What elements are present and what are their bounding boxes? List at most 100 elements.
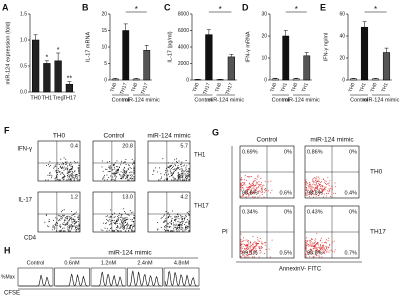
column-header: Control bbox=[104, 133, 126, 140]
event-dot bbox=[172, 222, 174, 224]
event-dot bbox=[110, 167, 112, 169]
event-dot bbox=[188, 178, 190, 180]
event-dot bbox=[182, 165, 184, 167]
event-dot bbox=[248, 183, 250, 185]
event-dot bbox=[66, 216, 68, 218]
event-dot bbox=[75, 226, 77, 228]
event-dot bbox=[317, 185, 319, 187]
event-dot bbox=[308, 253, 310, 255]
event-dots bbox=[156, 210, 190, 232]
quadrant-value: 99.1% bbox=[242, 250, 258, 256]
event-dot bbox=[67, 167, 69, 169]
event-dot bbox=[60, 168, 62, 170]
event-dot bbox=[176, 158, 178, 160]
event-dot bbox=[70, 163, 72, 165]
event-dot bbox=[102, 222, 104, 224]
event-dot bbox=[127, 227, 129, 229]
event-dot bbox=[162, 221, 164, 223]
x-axis-label: CD4 bbox=[24, 236, 37, 242]
event-dot bbox=[249, 246, 251, 248]
event-dot bbox=[167, 223, 169, 225]
event-dot bbox=[119, 173, 121, 175]
event-dot bbox=[252, 244, 254, 246]
y-tick-label: 0 bbox=[264, 77, 267, 83]
event-dot bbox=[59, 219, 61, 221]
event-dot bbox=[78, 223, 80, 225]
event-dot bbox=[329, 189, 331, 191]
event-dot bbox=[325, 195, 327, 197]
event-dot bbox=[53, 226, 55, 228]
event-dot bbox=[240, 190, 242, 192]
event-dot bbox=[249, 247, 251, 249]
event-dot bbox=[181, 223, 183, 225]
event-dot bbox=[305, 183, 307, 185]
event-dot bbox=[54, 224, 56, 226]
event-dot bbox=[172, 169, 174, 171]
event-dot bbox=[321, 185, 323, 187]
event-dot bbox=[316, 247, 318, 249]
event-dot bbox=[253, 188, 255, 190]
event-dot bbox=[167, 166, 169, 168]
event-dot bbox=[174, 165, 176, 167]
bar bbox=[65, 83, 73, 93]
event-dot bbox=[68, 170, 70, 172]
event-dot bbox=[74, 216, 76, 218]
event-dot bbox=[104, 227, 106, 229]
event-dot bbox=[188, 211, 190, 213]
event-dot bbox=[108, 224, 110, 226]
event-dot bbox=[159, 167, 161, 169]
event-dot bbox=[62, 176, 64, 178]
event-dot bbox=[165, 210, 167, 212]
y-tick-label: 0.0 bbox=[20, 89, 27, 95]
event-dot bbox=[54, 164, 56, 166]
y-tick-label: 1.5 bbox=[20, 11, 27, 17]
event-dot bbox=[165, 220, 167, 222]
event-dot bbox=[321, 256, 323, 258]
event-dot bbox=[328, 182, 330, 184]
event-dot bbox=[255, 183, 257, 185]
event-dot bbox=[322, 246, 324, 248]
event-dot bbox=[131, 219, 133, 221]
event-dot bbox=[181, 217, 183, 219]
quadrant-value: 94.3 bbox=[177, 174, 188, 180]
event-dot bbox=[133, 179, 135, 181]
event-dot bbox=[317, 242, 319, 244]
event-dot bbox=[245, 245, 247, 247]
event-dot bbox=[58, 179, 60, 181]
event-dot bbox=[334, 249, 336, 251]
event-dot bbox=[178, 178, 180, 180]
event-dot bbox=[182, 220, 184, 222]
event-dot bbox=[110, 209, 112, 211]
event-dot bbox=[318, 192, 320, 194]
event-dot bbox=[124, 217, 126, 219]
event-dot bbox=[305, 194, 307, 196]
event-dot bbox=[116, 225, 118, 227]
event-dot bbox=[185, 176, 187, 178]
event-dot bbox=[160, 177, 162, 179]
event-dot bbox=[116, 223, 118, 225]
quadrant-value: 0.4 bbox=[70, 143, 78, 149]
y-axis-label: IL-17 mRNA bbox=[85, 32, 91, 63]
event-dot bbox=[260, 187, 262, 189]
event-dot bbox=[319, 256, 321, 258]
event-dot bbox=[174, 226, 176, 228]
flow-plot bbox=[147, 140, 191, 182]
event-dot bbox=[113, 230, 115, 232]
event-dot bbox=[271, 189, 273, 191]
event-dot bbox=[248, 176, 250, 178]
event-dot bbox=[259, 238, 261, 240]
event-dot bbox=[317, 250, 319, 252]
quadrant-value: 0.43% bbox=[307, 209, 323, 215]
event-dot bbox=[49, 161, 51, 163]
event-dot bbox=[258, 181, 260, 183]
event-dot bbox=[171, 164, 173, 166]
event-dot bbox=[249, 192, 251, 194]
event-dot bbox=[58, 164, 60, 166]
event-dot bbox=[165, 178, 167, 180]
event-dot bbox=[305, 250, 307, 252]
event-dot bbox=[318, 182, 320, 184]
event-dot bbox=[62, 167, 64, 169]
event-dot bbox=[121, 218, 123, 220]
event-dot bbox=[65, 222, 67, 224]
event-dot bbox=[179, 169, 181, 171]
